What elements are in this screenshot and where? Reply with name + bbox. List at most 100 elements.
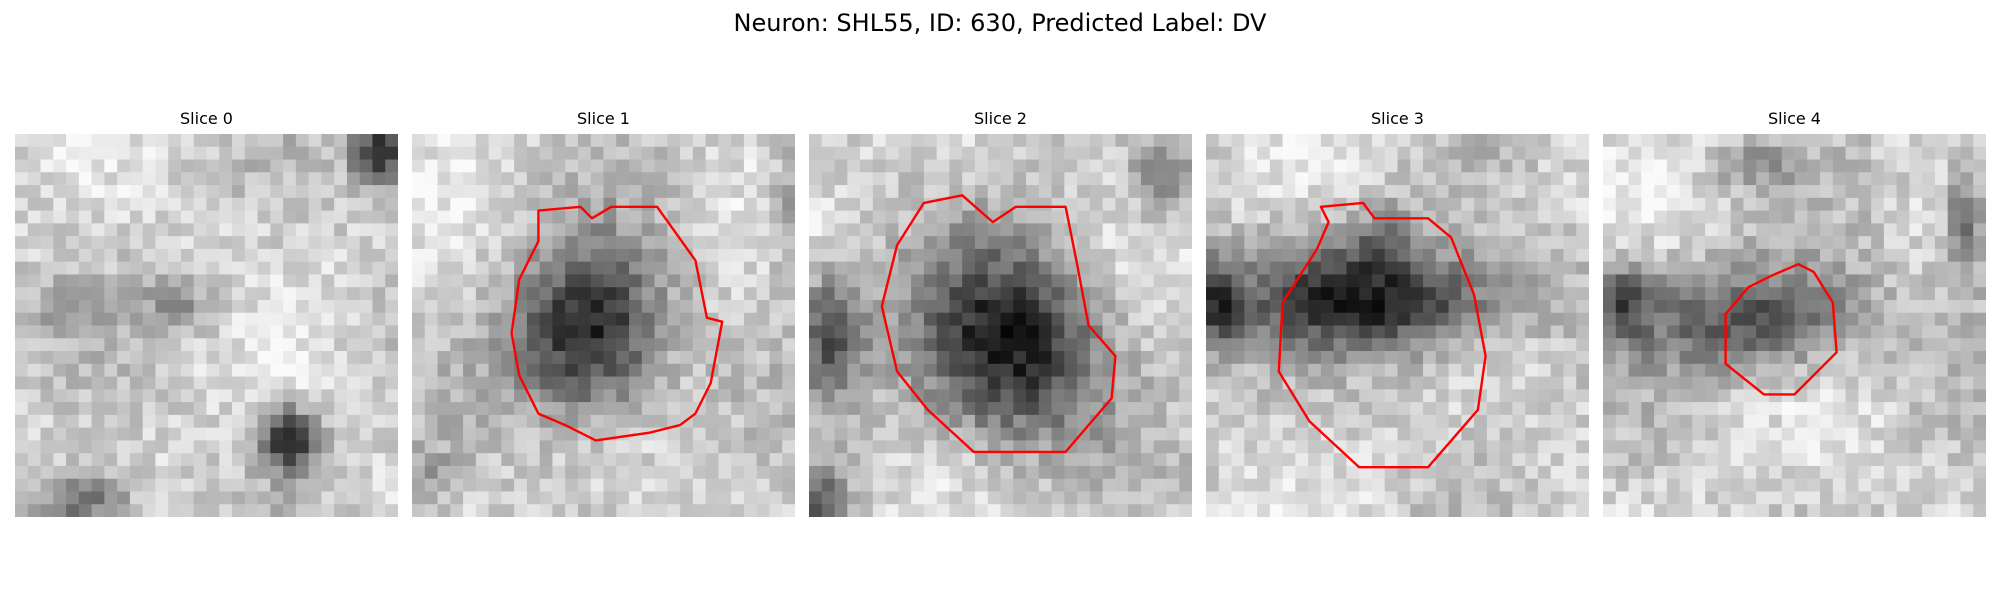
image-pixel (1282, 402, 1296, 416)
image-pixel (27, 376, 42, 390)
image-pixel (705, 261, 719, 276)
image-pixel (117, 146, 131, 161)
image-pixel (1730, 185, 1745, 199)
image-pixel (1333, 236, 1348, 250)
image-pixel (1692, 504, 1706, 517)
image-pixel (1282, 363, 1296, 378)
image-pixel (424, 274, 439, 288)
image-pixel (1166, 414, 1180, 429)
image-pixel (1359, 159, 1373, 173)
image-pixel (244, 287, 259, 301)
image-pixel (743, 325, 758, 339)
image-pixel (898, 363, 912, 378)
image-pixel (180, 248, 195, 263)
image-pixel (1320, 504, 1335, 517)
image-pixel (782, 261, 795, 276)
image-pixel (1128, 453, 1142, 467)
image-pixel (1448, 185, 1462, 199)
image-pixel (1666, 453, 1681, 467)
image-pixel (1666, 146, 1681, 161)
image-pixel (872, 338, 887, 352)
image-pixel (923, 159, 938, 173)
image-pixel (1051, 134, 1065, 148)
image-pixel (424, 210, 439, 224)
image-pixel (667, 402, 681, 416)
image-pixel (412, 274, 426, 288)
image-pixel (1128, 146, 1142, 161)
image-pixel (1871, 363, 1885, 378)
image-pixel (1525, 261, 1539, 276)
image-pixel (1654, 427, 1668, 441)
image-pixel (1308, 172, 1322, 186)
image-pixel (1692, 172, 1706, 186)
image-pixel (1654, 274, 1668, 288)
image-pixel (1000, 159, 1014, 173)
image-pixel (1832, 172, 1847, 186)
image-pixel (860, 172, 874, 186)
image-pixel (1563, 312, 1577, 327)
image-pixel (974, 389, 989, 403)
image-pixel (1499, 172, 1513, 186)
image-pixel (1563, 185, 1577, 199)
image-pixel (1654, 223, 1668, 237)
image-pixel (1934, 414, 1949, 429)
image-pixel (1333, 210, 1348, 224)
image-pixel (872, 197, 887, 212)
image-pixel (1051, 363, 1065, 378)
image-pixel (1499, 478, 1513, 493)
image-pixel (1756, 491, 1770, 505)
image-pixel (756, 159, 771, 173)
image-pixel (1654, 414, 1668, 429)
image-pixel (1641, 248, 1655, 263)
image-pixel (860, 504, 874, 517)
slice-image (809, 134, 1192, 517)
image-pixel (1820, 491, 1834, 505)
image-pixel (898, 210, 912, 224)
image-pixel (1603, 299, 1617, 314)
image-pixel (412, 338, 426, 352)
image-pixel (782, 134, 795, 148)
image-pixel (1973, 504, 1986, 517)
image-pixel (104, 197, 118, 212)
image-pixel (437, 312, 451, 327)
image-pixel (1679, 414, 1693, 429)
image-pixel (488, 287, 502, 301)
image-pixel (1832, 491, 1847, 505)
image-pixel (936, 478, 951, 493)
image-pixel (66, 351, 80, 365)
image-pixel (1499, 146, 1513, 161)
image-pixel (923, 465, 938, 480)
image-pixel (180, 312, 195, 327)
image-pixel (104, 325, 118, 339)
image-pixel (180, 287, 195, 301)
image-pixel (1257, 491, 1271, 505)
image-pixel (1115, 325, 1129, 339)
image-pixel (1794, 299, 1808, 314)
image-pixel (834, 299, 848, 314)
image-pixel (1308, 363, 1322, 378)
image-pixel (1013, 491, 1027, 505)
image-pixel (1628, 261, 1642, 276)
image-pixel (1576, 159, 1589, 173)
image-pixel (539, 478, 554, 493)
image-pixel (680, 440, 694, 454)
image-pixel (1218, 223, 1233, 237)
image-pixel (565, 325, 579, 339)
image-pixel (974, 223, 989, 237)
image-pixel (359, 185, 374, 199)
image-pixel (1973, 197, 1986, 212)
image-pixel (1717, 159, 1732, 173)
image-pixel (1794, 478, 1808, 493)
image-pixel (923, 389, 938, 403)
image-pixel (437, 478, 451, 493)
image-pixel (923, 414, 938, 429)
image-pixel (1308, 376, 1322, 390)
image-pixel (731, 223, 745, 237)
image-pixel (1858, 223, 1872, 237)
image-pixel (1499, 402, 1513, 416)
image-pixel (565, 414, 579, 429)
image-pixel (603, 338, 617, 352)
image-pixel (346, 299, 361, 314)
image-pixel (1384, 325, 1399, 339)
image-pixel (1768, 299, 1783, 314)
